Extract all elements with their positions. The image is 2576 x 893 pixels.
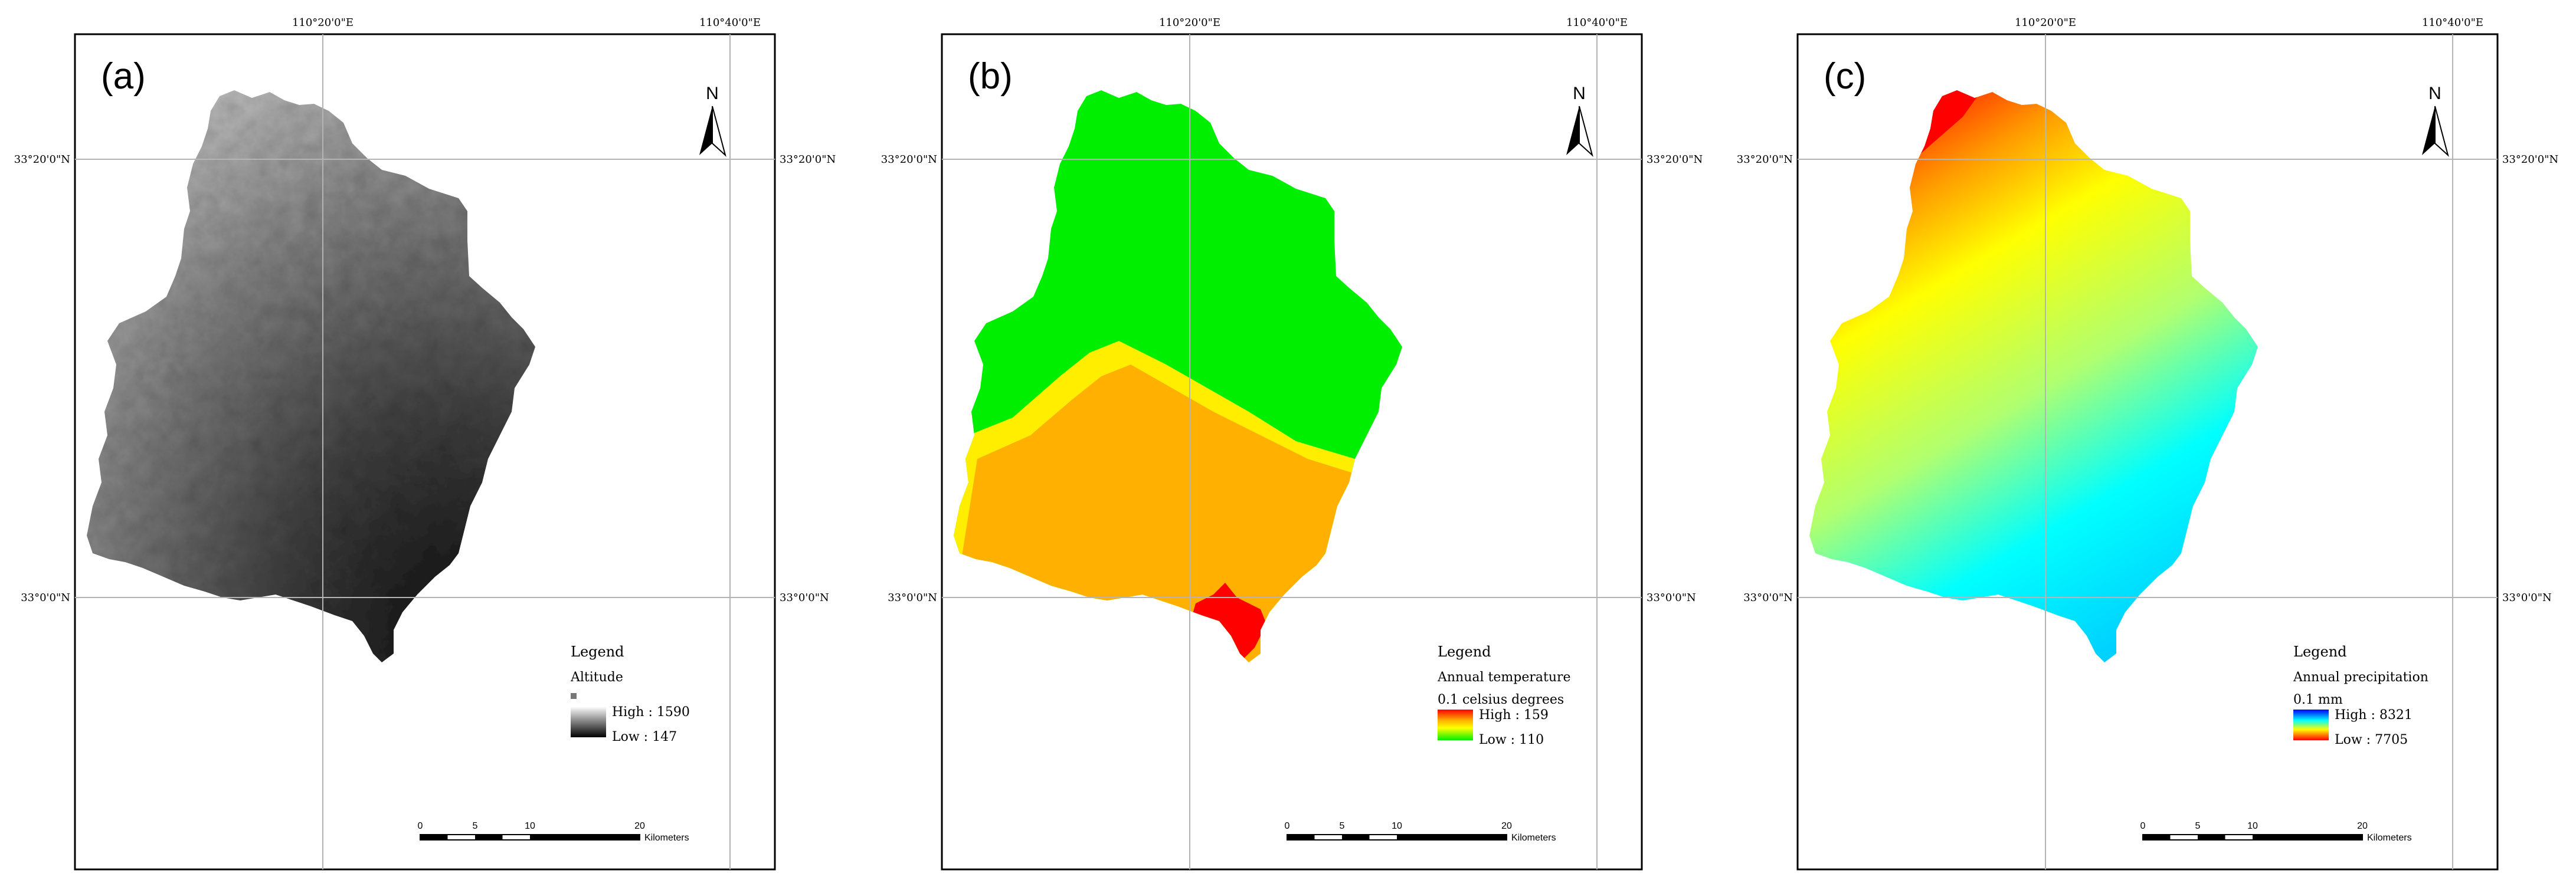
north-arrow-icon-half — [1579, 106, 1593, 157]
scale-bar-tick-label: 5 — [1340, 821, 1345, 831]
latitude-tick-label-left: 33°20'0"N — [14, 153, 70, 166]
scale-bar-tick-label: 20 — [1501, 821, 1512, 831]
scale-bar-tick-label: 0 — [2140, 821, 2146, 831]
scale-bar-unit: Kilometers — [2367, 833, 2412, 843]
latitude-tick-label-left: 33°20'0"N — [1737, 153, 1793, 166]
graticule — [942, 34, 1642, 869]
latitude-tick-label-left: 33°0'0"N — [888, 592, 937, 604]
scale-bar-tick-label: 20 — [2357, 821, 2368, 831]
legend-color-ramp — [571, 707, 606, 737]
legend-low-label: Low : 7705 — [2335, 733, 2408, 747]
north-arrow-icon — [2422, 106, 2435, 155]
legend-high-label: High : 1590 — [612, 705, 690, 720]
scale-bar-tick-label: 5 — [473, 821, 478, 831]
scale-bar-tick-label: 5 — [2195, 821, 2201, 831]
scale-bar-unit: Kilometers — [644, 833, 689, 843]
legend-unit: 0.1 mm — [2293, 692, 2343, 707]
longitude-tick-label: 110°40'0"E — [699, 17, 761, 29]
latitude-tick-label-right: 33°0'0"N — [2502, 592, 2552, 604]
scale-bar: 0 5 10 20 Kilometers — [2140, 821, 2412, 843]
scale-bar-unit: Kilometers — [1511, 833, 1556, 843]
scale-bar-tick-label: 10 — [525, 821, 535, 831]
scale-bar-tick-label: 0 — [1285, 821, 1290, 831]
north-arrow-label: N — [706, 84, 719, 103]
panel-label: (b) — [968, 56, 1013, 97]
longitude-tick-label: 110°20'0"E — [2015, 17, 2076, 29]
legend-heading: Legend — [571, 644, 624, 660]
latitude-tick-label-right: 33°20'0"N — [2502, 153, 2558, 166]
longitude-tick-label: 110°40'0"E — [1566, 17, 1628, 29]
legend-color-ramp — [2293, 710, 2329, 740]
latitude-tick-label-left: 33°0'0"N — [1743, 592, 1793, 604]
north-arrow-label: N — [2428, 84, 2441, 103]
graticule — [75, 34, 775, 869]
legend-high-label: High : 159 — [1479, 708, 1549, 723]
map-panel-a: 110°20'0"E 110°40'0"E 33°20'0"N 33°20'0"N 33… — [14, 17, 836, 871]
legend-heading: Legend — [2293, 644, 2347, 660]
north-arrow-icon — [699, 106, 712, 155]
scale-bar-tick-label: 10 — [1392, 821, 1402, 831]
scale-bar: 0 5 10 20 Kilometers — [418, 821, 689, 843]
legend-low-label: Low : 110 — [1479, 733, 1544, 747]
longitude-tick-label: 110°20'0"E — [1159, 17, 1220, 29]
north-arrow-icon-half — [2434, 106, 2449, 157]
scale-bar-tick-label: 0 — [418, 821, 423, 831]
north-arrow-icon-half — [712, 106, 726, 157]
legend-low-label: Low : 147 — [612, 730, 677, 744]
legend-high-label: High : 8321 — [2335, 708, 2413, 723]
north-arrow-label: N — [1573, 84, 1586, 103]
scale-bar-tick-label: 20 — [634, 821, 645, 831]
map-panel-c: 110°20'0"E 110°40'0"E 33°20'0"N 33°20'0"N 33… — [1737, 17, 2558, 871]
longitude-tick-label: 110°40'0"E — [2422, 17, 2483, 29]
north-arrow-icon — [1566, 106, 1579, 155]
scale-bar-tick-label: 10 — [2247, 821, 2258, 831]
panel-label: (a) — [101, 56, 146, 97]
legend-unit: 0.1 celsius degrees — [1438, 692, 1564, 707]
latitude-tick-label-right: 33°20'0"N — [780, 153, 836, 166]
legend-title: Annual temperature — [1437, 670, 1571, 685]
legend-swatch-marker — [571, 693, 577, 699]
latitude-tick-label-left: 33°0'0"N — [21, 592, 70, 604]
latitude-tick-label-left: 33°20'0"N — [881, 153, 937, 166]
legend-title: Altitude — [570, 670, 623, 685]
longitude-tick-label: 110°20'0"E — [292, 17, 353, 29]
legend-heading: Legend — [1438, 644, 1491, 660]
latitude-tick-label-right: 33°0'0"N — [1647, 592, 1696, 604]
scale-bar: 0 5 10 20 Kilometers — [1285, 821, 1556, 843]
map-panel-b: 110°20'0"E 110°40'0"E 33°20'0"N 33°20'0"N 33… — [881, 17, 1703, 871]
latitude-tick-label-right: 33°20'0"N — [1647, 153, 1703, 166]
latitude-tick-label-right: 33°0'0"N — [780, 592, 829, 604]
legend-color-ramp — [1438, 710, 1473, 740]
panel-label: (c) — [1824, 56, 1866, 97]
graticule — [1798, 34, 2498, 869]
legend-title: Annual precipitation — [2293, 670, 2428, 685]
